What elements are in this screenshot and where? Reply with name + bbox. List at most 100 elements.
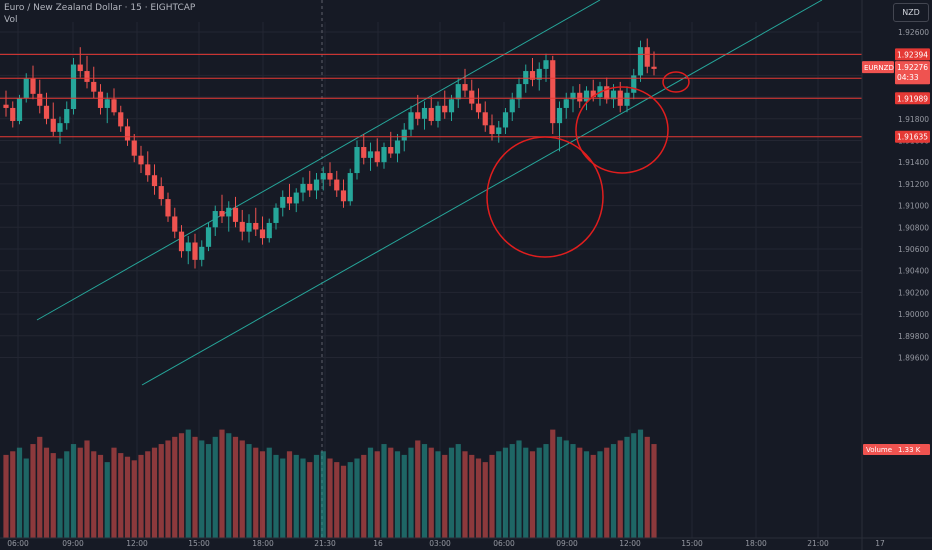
volume-bar: [124, 456, 131, 538]
candle-body: [97, 91, 104, 108]
volume-bar: [286, 451, 293, 538]
volume-bar: [91, 451, 97, 538]
candle-body: [529, 71, 536, 80]
candle-body: [577, 92, 583, 102]
volume-bar: [151, 447, 158, 538]
candle-body: [185, 242, 191, 252]
volume-bar: [226, 433, 232, 538]
volume-bar: [536, 447, 542, 538]
volume-bar: [111, 447, 117, 538]
volume-bar: [361, 454, 367, 538]
volume-bar: [320, 451, 326, 538]
volume-bar: [10, 451, 16, 538]
candle-body: [253, 222, 259, 230]
volume-bar: [570, 444, 576, 538]
candle-body: [111, 99, 117, 113]
x-tick-label: 21:30: [314, 539, 336, 548]
candle-body: [543, 60, 549, 69]
currency-button[interactable]: NZD: [893, 3, 929, 22]
volume-bar: [340, 465, 347, 538]
volume-bar: [273, 454, 279, 538]
candle-body: [610, 90, 617, 100]
candle-body: [347, 173, 353, 202]
x-tick-label: 15:00: [188, 539, 210, 548]
x-tick-label: 12:00: [126, 539, 148, 548]
candle-body: [239, 221, 245, 232]
annotation-circle-middle: [575, 86, 669, 174]
candle-body: [550, 60, 556, 124]
x-tick-label: 18:00: [745, 539, 767, 548]
volume-bar: [462, 451, 468, 538]
candle-body: [340, 190, 347, 202]
volume-bar: [205, 444, 212, 538]
volume-bar: [327, 458, 333, 538]
annotation-circle-large: [486, 136, 604, 258]
volume-bar: [307, 462, 313, 538]
candle-body: [448, 99, 455, 113]
candle-body: [118, 112, 124, 127]
candle-body: [408, 112, 414, 130]
candle-body: [462, 84, 468, 91]
candle-body: [516, 84, 522, 100]
volume-bar: [212, 436, 218, 538]
volume-bar: [523, 447, 529, 538]
y-tick-label: 1.90000: [898, 310, 929, 319]
volume-bar: [131, 460, 137, 538]
volume-bar: [529, 451, 536, 538]
channel-upper-line: [36, 0, 601, 321]
candle-body: [246, 222, 252, 232]
volume-bar: [84, 440, 90, 538]
candle-body: [590, 90, 596, 98]
volume-bar: [165, 440, 171, 538]
volume-bar: [604, 447, 610, 538]
volume-bar: [185, 429, 191, 538]
volume-bar: [57, 458, 63, 538]
candle-body: [475, 103, 482, 113]
level-tag: [895, 92, 930, 105]
candle-body: [307, 183, 313, 191]
candle-body: [502, 112, 509, 128]
volume-bar: [158, 444, 164, 538]
volume-bar: [577, 447, 583, 538]
volume-bar: [259, 451, 266, 538]
y-tick-label: 1.92600: [898, 28, 929, 37]
candle-body: [232, 207, 239, 222]
volume-bar: [77, 447, 83, 538]
candle-body: [604, 86, 610, 100]
volume-bar: [475, 458, 482, 538]
x-tick-label: 16: [373, 539, 383, 548]
volume-bar: [617, 440, 623, 538]
candle-body: [37, 93, 43, 106]
candle-body: [138, 155, 144, 165]
volume-bar: [401, 454, 407, 538]
volume-bar: [482, 462, 488, 538]
volume-bar: [421, 444, 428, 538]
candle-body: [10, 107, 16, 121]
volume-bar: [408, 447, 414, 538]
volume-bar: [37, 436, 43, 538]
candle-body: [131, 140, 137, 156]
candle-body: [84, 71, 90, 82]
candle-body: [421, 107, 428, 119]
volume-bar: [334, 462, 340, 538]
candle-body: [286, 196, 293, 204]
symbol-tag-label: EURNZD: [864, 64, 894, 72]
candle-body: [57, 123, 63, 132]
candle-body: [583, 90, 590, 102]
volume-bar: [556, 436, 563, 538]
candle-body: [259, 229, 266, 239]
volume-bar: [637, 429, 644, 538]
y-tick-label: 1.91200: [898, 180, 929, 189]
y-tick-label: 1.90800: [898, 223, 929, 232]
volume-bar: [631, 433, 637, 538]
x-tick-label: 06:00: [7, 539, 29, 548]
candle-body: [523, 71, 529, 85]
volume-bar: [394, 451, 401, 538]
volume-bar: [239, 440, 245, 538]
candle-body: [320, 173, 326, 180]
current-price-label: 1.92276: [897, 63, 928, 72]
price-axis-bg: [862, 0, 932, 550]
y-tick-label: 1.90200: [898, 288, 929, 297]
candle-body: [212, 211, 218, 228]
